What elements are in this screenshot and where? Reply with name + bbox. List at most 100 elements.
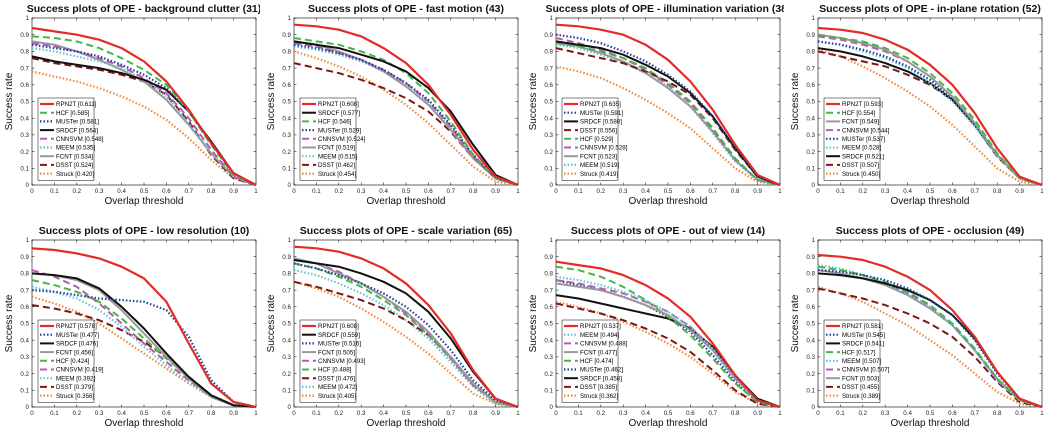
x-tick-label: 0.1: [836, 410, 845, 417]
series-line: [31, 70, 257, 187]
x-tick-label: 0: [816, 410, 820, 417]
x-tick-label: 0.3: [95, 188, 104, 195]
legend-entry: MUSTer [0.545]: [842, 332, 885, 339]
legend-entry: MUSTer [0.537]: [842, 136, 885, 143]
y-tick-label: 0.2: [20, 149, 29, 156]
legend-entry: Struck [0.450]: [842, 171, 880, 178]
x-axis-label: Overlap threshold: [629, 418, 708, 429]
x-tick-label: 0.9: [229, 410, 238, 417]
y-tick-label: 0.4: [544, 337, 553, 344]
y-tick-label: 1: [550, 237, 554, 244]
y-tick-label: 0.3: [544, 354, 553, 361]
y-tick-label: 0.8: [544, 49, 553, 56]
x-tick-label: 1: [254, 188, 258, 195]
y-tick-label: 0.8: [20, 49, 29, 56]
x-tick-label: 0: [292, 188, 296, 195]
y-tick-label: 0.5: [20, 99, 29, 106]
legend-entry: SRDCF [0.521]: [842, 153, 884, 160]
y-axis-label: Success rate: [266, 294, 277, 352]
series-line: [555, 42, 781, 186]
legend-entry: Struck [0.405]: [318, 393, 356, 400]
series-line: [555, 65, 781, 187]
chart-title: Success plots of OPE - scale variation (…: [300, 225, 512, 237]
legend-entry: DSST [0.462]: [318, 162, 355, 169]
legend-entry: RPN2T [0.578]: [56, 323, 97, 330]
legend-entry: DSST [0.507]: [842, 162, 879, 169]
legend-entry: MEEM [0.519]: [580, 162, 619, 169]
series-line: [293, 42, 519, 186]
y-tick-label: 0.2: [544, 371, 553, 378]
x-tick-label: 0.8: [731, 410, 740, 417]
x-tick-label: 0.8: [469, 410, 478, 417]
y-tick-label: 0.7: [544, 65, 553, 72]
x-tick-label: 0.3: [619, 410, 628, 417]
x-tick-label: 1: [1040, 188, 1044, 195]
chart-title: Success plots of OPE - background clutte…: [27, 3, 260, 15]
legend-entry: FCNT [0.456]: [56, 349, 93, 356]
x-tick-label: 0.7: [184, 188, 193, 195]
y-tick-label: 0.7: [282, 65, 291, 72]
x-tick-label: 0.3: [881, 188, 890, 195]
series-lines: [555, 23, 781, 187]
y-tick-label: 0.9: [806, 254, 815, 261]
series-line: [555, 260, 781, 409]
x-axis-label: Overlap threshold: [629, 196, 708, 207]
y-tick-label: 0.8: [20, 271, 29, 278]
x-tick-label: 0: [30, 188, 34, 195]
y-tick-label: 0.7: [806, 287, 815, 294]
y-tick-label: 0.4: [282, 337, 291, 344]
legend-entry: SRDCF [0.559]: [318, 332, 360, 339]
legend-entry: SRDCF [0.476]: [56, 341, 98, 348]
legend-entry: MUSTer [0.462]: [580, 367, 623, 374]
series-lines: [817, 253, 1043, 409]
legend-entry: FCNT [0.503]: [842, 375, 879, 382]
y-tick-label: 1: [812, 237, 816, 244]
y-tick-label: 1: [26, 237, 30, 244]
x-tick-label: 0.4: [641, 188, 650, 195]
x-tick-label: 0.8: [207, 410, 216, 417]
y-tick-label: 0.5: [544, 99, 553, 106]
chart-title: Success plots of OPE - illumination vari…: [545, 3, 784, 15]
y-tick-label: 0.1: [20, 166, 29, 173]
y-tick-label: 0.4: [544, 115, 553, 122]
x-tick-label: 0.4: [117, 188, 126, 195]
series-line: [293, 43, 519, 187]
legend-entry: RPN2T [0.537]: [580, 323, 621, 330]
y-tick-label: 1: [26, 15, 30, 22]
success-plot-chart: Success plots of OPE - background clutte…: [4, 3, 260, 207]
series-line: [293, 40, 519, 186]
y-tick-label: 0.2: [20, 371, 29, 378]
legend: RPN2T [0.635] MUSTer [0.591] SRDCF [0.588]…: [561, 97, 628, 181]
series-lines: [31, 247, 257, 409]
y-tick-label: 0.7: [544, 287, 553, 294]
x-tick-label: 0.1: [312, 188, 321, 195]
chart-title: Success plots of OPE - occlusion (49): [836, 225, 1024, 237]
x-tick-label: 0.5: [664, 188, 673, 195]
legend-entry: CNNSVM [0.548]: [56, 136, 104, 143]
x-tick-label: 0.7: [970, 410, 979, 417]
series-lines: [293, 245, 519, 409]
y-tick-label: 0.3: [282, 132, 291, 139]
y-tick-label: 1: [812, 15, 816, 22]
series-line: [293, 269, 519, 409]
legend-entry: MUSTer [0.477]: [56, 332, 99, 339]
y-tick-label: 0.4: [20, 337, 29, 344]
legend-entry: SRDCF [0.577]: [318, 110, 360, 117]
y-tick-label: 0.6: [806, 304, 815, 311]
legend-entry: MEEM [0.528]: [842, 145, 881, 152]
series-lines: [31, 26, 257, 187]
y-tick-label: 0.3: [806, 132, 815, 139]
series-line: [555, 265, 781, 408]
series-line: [817, 26, 1043, 187]
legend-entry: SRDCF [0.541]: [842, 341, 884, 348]
legend-entry: RPN2T [0.635]: [580, 101, 621, 108]
x-tick-label: 0.9: [491, 410, 500, 417]
y-tick-label: 0.5: [282, 99, 291, 106]
series-line: [293, 257, 519, 408]
legend-entry: HCF [0.517]: [842, 349, 876, 356]
y-tick-label: 0: [288, 182, 292, 189]
legend-entry: MEEM [0.392]: [56, 375, 95, 382]
y-tick-label: 0.7: [806, 65, 815, 72]
y-tick-label: 0.2: [806, 371, 815, 378]
series-line: [31, 26, 257, 186]
